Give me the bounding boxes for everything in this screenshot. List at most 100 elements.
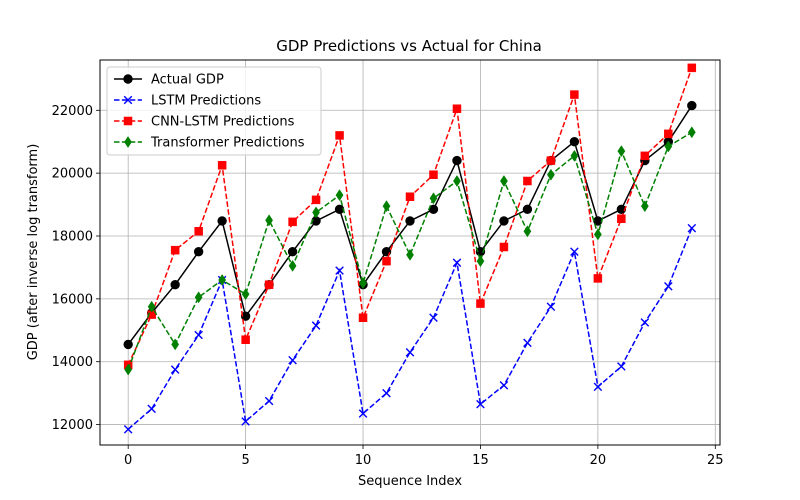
y-axis-label: GDP (after inverse log transform) <box>26 144 41 361</box>
data-point <box>265 214 273 227</box>
legend-label: Actual GDP <box>151 73 224 88</box>
data-point <box>476 255 485 268</box>
data-point <box>452 104 462 113</box>
legend-item-lstm-predictions: LSTM Predictions <box>114 94 261 109</box>
data-point <box>264 280 274 289</box>
data-point <box>218 274 227 286</box>
data-point <box>547 168 555 181</box>
data-point <box>217 216 227 226</box>
data-point <box>334 204 345 214</box>
data-point <box>664 281 673 291</box>
data-point <box>617 362 626 371</box>
data-point <box>288 259 297 272</box>
data-point <box>476 399 485 409</box>
data-point <box>382 200 391 213</box>
legend-box <box>106 66 322 156</box>
x-tick-label: 20 <box>590 453 607 468</box>
data-point <box>170 245 180 255</box>
data-point <box>123 339 133 350</box>
data-point <box>429 313 438 323</box>
data-point <box>429 170 438 179</box>
data-point <box>311 195 321 205</box>
data-point <box>640 200 649 213</box>
legend-marker <box>123 95 133 105</box>
data-point <box>312 206 320 219</box>
data-point <box>124 363 133 376</box>
data-point <box>171 338 180 351</box>
data-point <box>405 216 415 226</box>
data-point <box>147 300 156 313</box>
series-layer <box>123 63 697 434</box>
grid <box>100 60 720 445</box>
data-point <box>288 355 297 365</box>
data-point <box>358 313 368 322</box>
data-point <box>593 228 602 241</box>
data-point <box>241 288 250 301</box>
series-transformer-predictions <box>124 126 696 376</box>
data-point <box>523 176 532 186</box>
data-point <box>429 192 438 205</box>
ticks: 0 5 10 15 20 25 12000 14000 16000 18000 20000 22000 <box>52 104 724 468</box>
data-point <box>335 189 344 202</box>
data-point <box>264 396 274 406</box>
data-point <box>687 223 697 233</box>
data-point <box>687 63 697 73</box>
data-point <box>382 256 391 266</box>
data-point <box>664 140 673 153</box>
data-point <box>359 277 367 290</box>
data-point <box>452 155 462 166</box>
chart-title: GDP Predictions vs Actual for China <box>276 37 542 55</box>
data-point <box>335 266 344 275</box>
data-point <box>194 330 203 340</box>
data-point <box>570 247 579 257</box>
legend-item-cnn-lstm-predictions: CNN-LSTM Predictions <box>114 115 295 130</box>
data-point <box>640 151 650 161</box>
data-point <box>288 217 297 227</box>
x-tick-label: 5 <box>241 453 249 468</box>
data-point <box>523 338 532 348</box>
data-point <box>593 382 603 392</box>
data-point <box>499 380 509 390</box>
data-point <box>546 302 556 312</box>
data-point <box>382 388 391 398</box>
y-tick-label: 18000 <box>52 230 93 245</box>
data-point <box>500 175 508 187</box>
legend-marker <box>123 116 133 126</box>
data-point <box>406 248 414 261</box>
data-point <box>123 424 133 434</box>
y-tick-label: 12000 <box>52 418 93 433</box>
plot-frame <box>99 59 721 446</box>
data-point <box>476 299 485 308</box>
legend-marker <box>124 136 132 148</box>
data-point <box>640 318 650 327</box>
data-point <box>241 417 250 426</box>
legend-item-transformer-predictions: Transformer Predictions <box>114 136 305 151</box>
data-point <box>287 247 298 257</box>
x-tick-label: 0 <box>124 453 132 468</box>
legend-label: CNN-LSTM Predictions <box>151 115 295 130</box>
data-point <box>217 161 227 170</box>
y-tick-label: 22000 <box>52 104 93 119</box>
y-tick-label: 20000 <box>52 167 93 182</box>
data-point <box>335 131 344 140</box>
data-point <box>240 311 251 321</box>
data-point <box>241 335 250 344</box>
data-point <box>194 227 203 236</box>
data-point <box>522 204 533 214</box>
x-tick-label: 15 <box>472 453 489 468</box>
x-tick-label: 10 <box>355 453 372 468</box>
legend: Actual GDP LSTM Predictions CNN-LSTM Predi… <box>106 66 322 156</box>
legend-item-actual-gdp: Actual GDP <box>114 73 224 88</box>
data-point <box>687 126 696 139</box>
legend-marker <box>123 74 133 84</box>
data-point <box>593 274 603 283</box>
data-point <box>405 347 415 357</box>
data-point <box>569 137 580 147</box>
data-point <box>170 280 180 290</box>
data-point <box>664 129 673 139</box>
data-point <box>405 192 415 201</box>
data-point <box>617 145 626 158</box>
data-point <box>499 216 509 226</box>
y-tick-label: 14000 <box>52 355 93 370</box>
